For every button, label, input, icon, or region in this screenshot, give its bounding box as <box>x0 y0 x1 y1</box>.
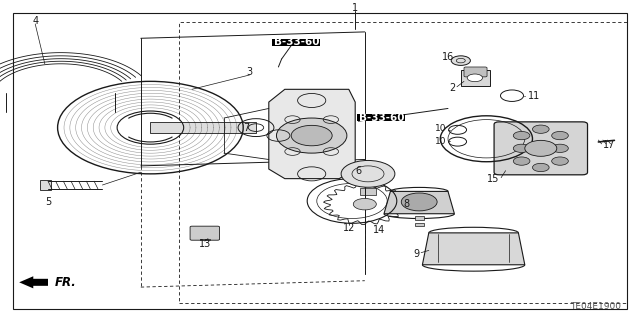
Bar <box>432 237 442 244</box>
Bar <box>179 22 627 303</box>
Text: FR.: FR. <box>54 276 76 289</box>
Text: 4: 4 <box>32 16 38 26</box>
Text: TE04E1900: TE04E1900 <box>570 302 621 311</box>
Bar <box>360 188 376 195</box>
Text: 12: 12 <box>342 223 355 233</box>
Polygon shape <box>384 191 454 214</box>
Circle shape <box>513 144 530 152</box>
Circle shape <box>276 118 347 153</box>
Text: 10: 10 <box>435 124 446 133</box>
Bar <box>150 122 256 133</box>
Circle shape <box>451 56 470 65</box>
Text: 5: 5 <box>45 197 51 207</box>
FancyBboxPatch shape <box>190 226 220 240</box>
Text: B-33-60: B-33-60 <box>358 113 404 123</box>
Circle shape <box>513 131 530 140</box>
Text: 14: 14 <box>372 225 385 235</box>
Text: 13: 13 <box>198 239 211 249</box>
Circle shape <box>353 198 376 210</box>
FancyBboxPatch shape <box>464 67 487 77</box>
Polygon shape <box>269 89 355 179</box>
Text: 1: 1 <box>352 3 358 13</box>
Text: 6: 6 <box>355 166 362 176</box>
Bar <box>461 70 490 86</box>
Circle shape <box>552 144 568 152</box>
Text: 16: 16 <box>442 52 454 63</box>
Bar <box>415 216 424 220</box>
Text: 17: 17 <box>603 140 615 150</box>
Circle shape <box>467 74 483 82</box>
Text: 11: 11 <box>528 91 540 101</box>
Circle shape <box>401 193 437 211</box>
Text: 10: 10 <box>435 137 446 146</box>
Bar <box>415 223 424 226</box>
Bar <box>40 180 51 190</box>
Circle shape <box>291 125 332 146</box>
Circle shape <box>525 140 557 156</box>
Text: 3: 3 <box>246 67 253 77</box>
Circle shape <box>532 163 549 172</box>
Circle shape <box>513 157 530 165</box>
Bar <box>272 39 320 46</box>
Circle shape <box>552 157 568 165</box>
Text: 8: 8 <box>403 199 410 209</box>
Text: 2: 2 <box>449 83 456 93</box>
Bar <box>509 237 518 244</box>
Circle shape <box>532 125 549 133</box>
FancyBboxPatch shape <box>494 122 588 175</box>
FancyArrow shape <box>19 276 48 288</box>
Text: 15: 15 <box>486 174 499 184</box>
Text: 9: 9 <box>413 249 419 259</box>
Text: 7: 7 <box>243 122 250 133</box>
Bar <box>200 239 210 240</box>
Bar <box>357 114 405 121</box>
Text: B-33-60: B-33-60 <box>273 37 319 47</box>
Circle shape <box>341 160 395 187</box>
Polygon shape <box>422 233 525 265</box>
Circle shape <box>552 131 568 140</box>
